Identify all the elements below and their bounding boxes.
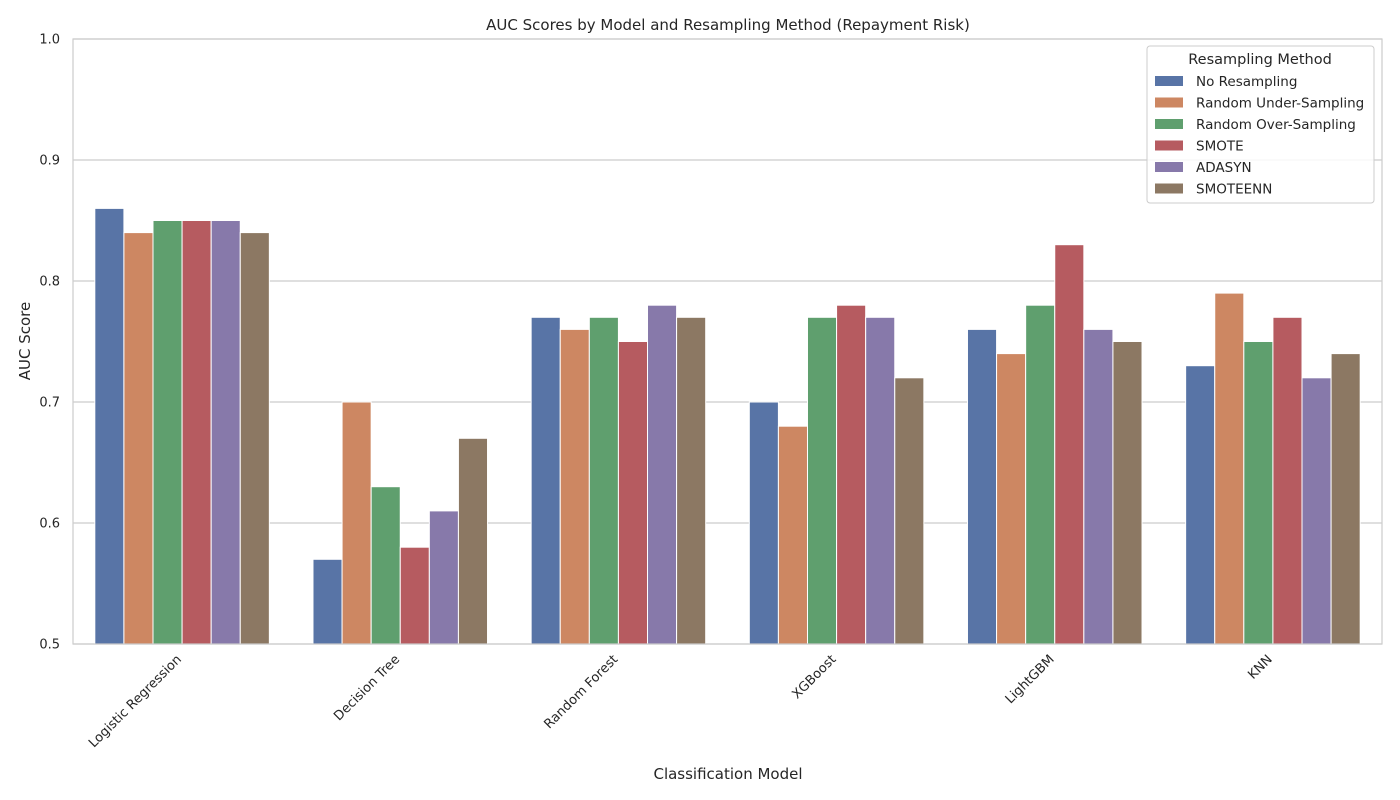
- legend-swatch: [1155, 162, 1183, 172]
- y-tick-label: 0.8: [39, 275, 60, 290]
- legend-items: No Resampling Random Under-Sampling Random…: [1155, 74, 1364, 198]
- legend-label: ADASYN: [1196, 160, 1252, 176]
- bar: [806, 316, 838, 645]
- y-tick-labels: 0.5 0.6 0.7 0.8 0.9 1.0: [39, 33, 60, 653]
- bar: [1330, 353, 1361, 645]
- bar: [123, 232, 154, 645]
- bars: [94, 207, 1361, 645]
- bar: [152, 220, 183, 645]
- legend-swatch: [1155, 76, 1183, 86]
- bar: [457, 437, 489, 645]
- bar: [428, 510, 459, 645]
- legend-swatch: [1155, 119, 1183, 129]
- bar: [181, 220, 212, 645]
- x-tick-label: KNN: [1245, 652, 1275, 682]
- legend-swatch: [1155, 183, 1183, 194]
- x-tick-labels: Logistic Regression Decision Tree Random F…: [86, 652, 1276, 751]
- legend-title: Resampling Method: [1188, 52, 1332, 68]
- bar: [312, 558, 343, 645]
- bar: [399, 546, 430, 645]
- x-tick-label: Decision Tree: [331, 652, 403, 724]
- y-tick-label: 0.7: [39, 396, 60, 411]
- bar: [777, 425, 808, 645]
- bar: [617, 341, 649, 645]
- legend-label: SMOTE: [1196, 139, 1244, 155]
- legend-label: SMOTEENN: [1196, 182, 1272, 198]
- bar: [894, 377, 925, 645]
- bar: [647, 304, 678, 645]
- bar: [1112, 341, 1143, 645]
- bar: [94, 207, 125, 645]
- y-tick-label: 1.0: [39, 33, 60, 48]
- legend-swatch: [1155, 140, 1183, 151]
- legend: Resampling Method No Resampling Random Un…: [1146, 45, 1375, 204]
- bar: [1054, 244, 1085, 645]
- legend-box: [1146, 45, 1375, 204]
- bar: [836, 304, 867, 645]
- legend-label: Random Under-Sampling: [1196, 96, 1364, 112]
- bar: [341, 401, 372, 645]
- x-tick-label: Logistic Regression: [86, 652, 185, 751]
- bar: [1272, 316, 1303, 645]
- bar: [676, 316, 707, 645]
- legend-label: Random Over-Sampling: [1196, 117, 1356, 133]
- bar: [865, 316, 896, 645]
- bar: [1025, 304, 1056, 645]
- y-tick-label: 0.6: [39, 517, 60, 532]
- bar: [996, 353, 1027, 645]
- bar: [1243, 341, 1274, 645]
- x-tick-label: LightGBM: [1003, 652, 1058, 707]
- x-tick-label: Random Forest: [541, 652, 621, 732]
- bar: [966, 328, 998, 645]
- y-tick-label: 0.9: [39, 154, 60, 169]
- legend-swatch: [1155, 97, 1183, 108]
- chart-title: AUC Scores by Model and Resampling Metho…: [486, 16, 970, 34]
- y-axis-label: AUC Score: [16, 302, 34, 381]
- bar: [1185, 365, 1216, 645]
- bar: [210, 220, 241, 645]
- bar: [1214, 292, 1245, 645]
- bar: [748, 401, 779, 645]
- y-tick-label: 0.5: [39, 638, 60, 653]
- x-axis-label: Classification Model: [653, 765, 802, 783]
- bar: [1083, 328, 1114, 645]
- legend-label: No Resampling: [1196, 74, 1297, 90]
- bar: [370, 486, 401, 645]
- x-tick-label: XGBoost: [789, 652, 839, 702]
- plot-frame: [72, 38, 1383, 645]
- bar: [239, 232, 270, 645]
- bar: [588, 316, 619, 645]
- bar: [1301, 377, 1332, 645]
- bar: [530, 316, 561, 645]
- bar: [559, 328, 590, 645]
